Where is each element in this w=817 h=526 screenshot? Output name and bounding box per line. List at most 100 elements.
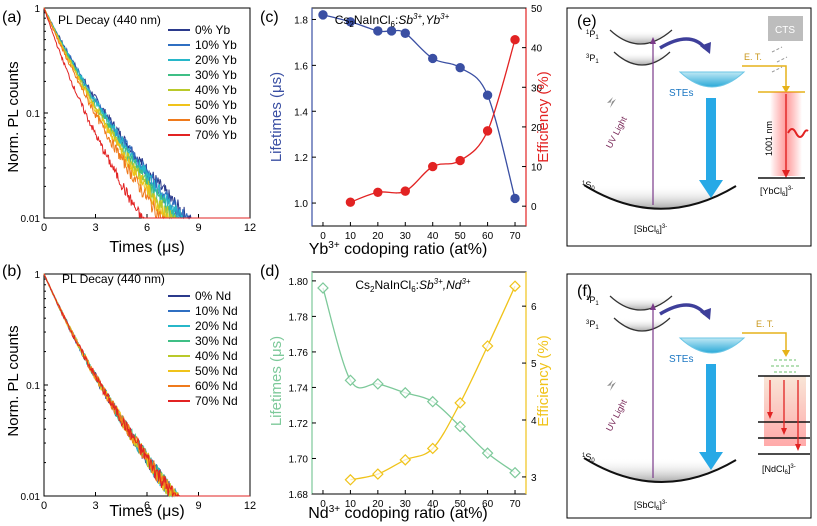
panel-c-ylabel-left: Lifetimes (μs) [268,72,285,162]
plotC-point-0-7 [482,90,493,100]
plotD-point-1-6 [509,280,521,293]
panel-f: (f) 1P1 3P1 1S0 STEs UV Light E. T. [NdC… [566,273,812,519]
panel-b-xlabel: Times (μs) [109,503,184,520]
plotD-yrtick-label-1: 4 [531,416,537,427]
plotC-curve-0 [322,14,516,199]
plotB-legend-label-6: 60% Nd [195,379,238,393]
panel-d-plot: 0 10 20 30 40 50 60 70 1.68 1.70 1.72 1.74 1.76 1.78 1… [289,271,537,510]
panel-a-xlabel: Times (μs) [109,239,184,256]
plotB-legend-label-7: 70% Nd [195,394,238,408]
relaxation-arrowhead [700,42,711,54]
energy-transfer-label: E. T. [744,52,762,62]
plotA-xtick-label-2: 6 [144,222,150,234]
panel-d-ylabel-right: Efficiency (%) [535,335,552,426]
plotC-point-0-2 [373,26,383,36]
panel-c: (c) 0 10 20 30 40 50 60 70 1.0 1.2 1.4 1.6 1.8 0 10 20 3… [260,4,552,258]
plotD-point-0-7 [509,466,521,479]
panel-f-label: (f) [577,283,592,300]
plotB-legend-label-4: 40% Nd [195,349,238,363]
plotC-xtick-label-0: 0 [320,231,326,242]
plotD-point-0-1 [344,374,357,387]
plotD-yltick-label-1: 1.70 [289,454,309,465]
stes-emission-arrowhead [699,180,723,198]
cts-dashes [771,46,788,73]
nd-emission-2-arrowhead [781,428,787,435]
plotC-point-1-2 [400,186,410,196]
plotA-ytick-label-0: 1 [34,4,40,15]
plotB-ytick-label-2: 0.01 [21,492,41,503]
wave-icon [787,128,809,138]
f-level-1s0-label: 1S0 [582,452,595,464]
panel-c-title: Cs2NaInCl6:Sb3+,Yb3+ [335,12,450,29]
ground-state-curve [583,184,737,210]
plotA-legend-label-2: 20% Yb [195,53,237,67]
excitation-arrowhead [650,37,656,44]
panel-a-title: PL Decay (440 nm) [58,13,161,27]
plotA-legend-label-5: 50% Yb [195,98,237,112]
cts-box [768,16,803,41]
plotD-yrtick-label-0: 3 [531,473,537,484]
f-level-1p1-label: 1P1 [586,295,599,307]
plotC-point-0-5 [428,53,438,64]
f-excited-1p1-curve [609,295,673,311]
panel-c-plot: 0 10 20 30 40 50 60 70 1.0 1.2 1.4 1.6 1.8 0 10 20 30 40 5… [294,4,542,242]
panel-e: (e) 1P1 3P1 1S0 STEs UV Light E. T. CTS … [566,7,812,247]
level-1p1-label: 1P1 [586,29,599,41]
plotD-point-1-1 [371,468,384,480]
f-stes-emission-arrowhead [699,452,723,470]
f-uv-bolt-icon [607,380,616,391]
uv-bolt-icon [607,97,616,108]
panel-a-label: (a) [2,9,22,26]
energy-transfer-line [742,65,787,88]
plotB-xtick-label-1: 3 [92,500,98,512]
plotD-yltick-label-0: 1.68 [289,490,309,501]
plotC-xtick-label-1: 10 [345,231,357,242]
plotB-legend-label-2: 20% Nd [195,319,238,333]
plotD-yrtick-label-3: 6 [531,302,537,313]
plotC-yrtick-label-1: 10 [531,163,543,174]
panel-d-label: (d) [260,263,280,280]
plotD-xtick-label-4: 40 [427,499,439,510]
excited-3p1-curve [613,51,671,66]
plotC-point-1-3 [428,161,438,172]
plotC-point-0-0 [318,10,328,20]
panel-d-ylabel-left: Lifetimes (μs) [268,336,285,426]
plotD-xtick-label-1: 10 [345,499,357,510]
plotA-xtick-label-3: 9 [195,222,201,234]
plotA-legend-label-7: 70% Yb [195,128,237,142]
f-excitation-arrowhead [650,303,656,310]
plotC-yrtick-label-2: 20 [531,123,543,134]
plotD-axes [311,271,527,495]
plotD-point-0-5 [454,420,467,433]
plotC-xtick-label-4: 40 [427,231,439,242]
plotC-yltick-label-2: 1.4 [294,107,308,118]
plotC-point-0-3 [386,26,397,36]
nd-emission-3-arrowhead [795,444,801,451]
plotD-xtick-label-2: 20 [372,499,384,510]
f-ground-state-curve [583,457,737,483]
panel-a-ylabel: Norm. PL counts [5,61,22,172]
plotA-legend-label-1: 10% Yb [195,38,237,52]
plotC-axes [311,7,527,227]
yb-emission-arrowhead [782,170,790,178]
plotC-point-1-6 [510,35,520,45]
plotB-legend-label-0: 0% Nd [195,289,231,303]
plotC-point-0-4 [400,28,410,38]
plotD-xtick-label-0: 0 [320,499,326,510]
yb-complex-label: [YbCl6]3- [760,186,793,198]
plotB-xtick-label-2: 6 [144,500,150,512]
plotA-xtick-label-1: 3 [92,222,98,234]
plotC-curve-1 [350,39,516,203]
plotD-point-0-3 [399,386,412,399]
f-energy-transfer-arrowhead [782,350,790,357]
plotD-xtick-label-6: 60 [482,499,494,510]
f-level-3p1-label: 3P1 [586,319,599,331]
f-stes-well [678,337,746,354]
level-3p1-label: 3P1 [586,53,599,65]
plotC-point-1-1 [373,187,383,198]
plotB-xtick-label-4: 12 [244,500,256,512]
